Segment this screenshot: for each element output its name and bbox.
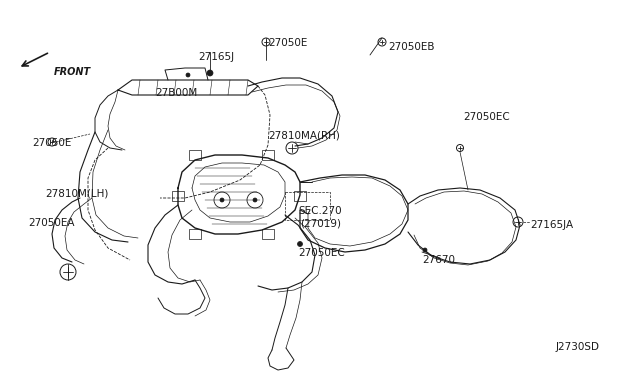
Bar [262,229,274,239]
Bar [189,229,201,239]
Text: 27050EB: 27050EB [388,42,435,52]
Text: FRONT: FRONT [54,67,91,77]
Circle shape [220,198,224,202]
Text: (27019): (27019) [300,218,341,228]
Bar [189,150,201,160]
Circle shape [253,198,257,202]
Bar [262,150,274,160]
Circle shape [298,241,303,247]
Text: 27810M(LH): 27810M(LH) [45,188,108,198]
Circle shape [207,70,213,76]
Text: 27165J: 27165J [198,52,234,62]
Circle shape [186,73,190,77]
Text: SEC.270: SEC.270 [298,206,342,216]
Text: 27810MA(RH): 27810MA(RH) [268,130,340,140]
Text: 27B00M: 27B00M [155,88,197,98]
Text: 27050EC: 27050EC [463,112,509,122]
Circle shape [423,248,427,252]
Text: 27050E: 27050E [268,38,307,48]
Text: 27050E: 27050E [32,138,72,148]
Text: 27050EC: 27050EC [298,248,345,258]
Text: J2730SD: J2730SD [556,342,600,352]
Bar [172,191,184,201]
Bar [294,191,306,201]
Text: 27670: 27670 [422,255,455,265]
Text: 27050EA: 27050EA [28,218,74,228]
Text: 27165JA: 27165JA [530,220,573,230]
